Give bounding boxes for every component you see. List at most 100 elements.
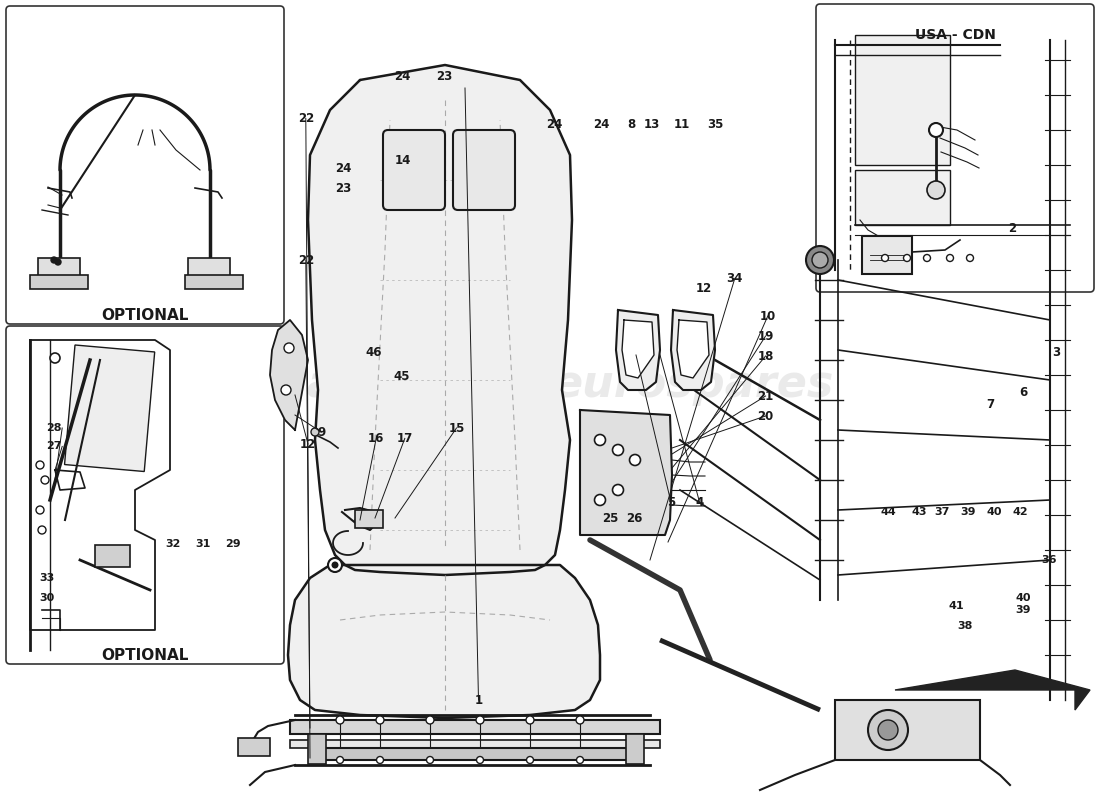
Text: 14: 14 — [395, 154, 410, 166]
Circle shape — [629, 454, 640, 466]
Circle shape — [527, 757, 534, 763]
Text: 27: 27 — [46, 442, 62, 451]
Circle shape — [331, 562, 339, 569]
Text: 29: 29 — [226, 539, 241, 549]
Text: 36: 36 — [1042, 555, 1057, 565]
Circle shape — [328, 558, 342, 572]
Text: 10: 10 — [760, 310, 775, 322]
Text: 8: 8 — [627, 118, 636, 130]
Circle shape — [376, 716, 384, 724]
Text: 12: 12 — [696, 282, 712, 294]
Circle shape — [613, 445, 624, 455]
FancyBboxPatch shape — [453, 130, 515, 210]
Text: 7: 7 — [986, 398, 994, 410]
Text: 16: 16 — [368, 432, 384, 445]
Polygon shape — [616, 310, 660, 390]
Text: 22: 22 — [298, 112, 314, 125]
Circle shape — [967, 254, 974, 262]
Text: 1: 1 — [474, 694, 483, 706]
Bar — [835, 700, 980, 760]
Text: 24: 24 — [395, 70, 410, 82]
Polygon shape — [270, 320, 308, 430]
Text: eurospares: eurospares — [552, 362, 834, 406]
Circle shape — [930, 123, 943, 137]
Circle shape — [284, 343, 294, 353]
Circle shape — [576, 716, 584, 724]
Bar — [290, 740, 660, 748]
Text: 23: 23 — [437, 70, 452, 82]
Circle shape — [39, 526, 46, 534]
Text: 4: 4 — [695, 496, 704, 509]
Circle shape — [613, 485, 624, 495]
Text: 40: 40 — [987, 507, 1002, 517]
Polygon shape — [580, 410, 672, 535]
FancyBboxPatch shape — [816, 4, 1094, 292]
Text: USA - CDN: USA - CDN — [914, 28, 996, 42]
Text: 39: 39 — [960, 507, 976, 517]
Bar — [30, 275, 88, 289]
Text: 25: 25 — [603, 512, 618, 525]
Bar — [862, 236, 912, 274]
Polygon shape — [288, 565, 600, 718]
Text: 42: 42 — [1013, 507, 1028, 517]
Text: 21: 21 — [758, 390, 773, 402]
Circle shape — [878, 720, 898, 740]
FancyBboxPatch shape — [6, 6, 284, 324]
Text: 24: 24 — [336, 162, 351, 174]
Text: 13: 13 — [645, 118, 660, 130]
Circle shape — [36, 461, 44, 469]
Circle shape — [376, 757, 384, 763]
Circle shape — [806, 246, 834, 274]
Bar — [290, 720, 660, 734]
Text: 28: 28 — [46, 423, 62, 433]
Text: 38: 38 — [957, 622, 972, 631]
Circle shape — [576, 757, 583, 763]
Bar — [238, 738, 270, 756]
Text: 9: 9 — [317, 426, 326, 438]
Text: eurospares: eurospares — [134, 362, 416, 406]
Circle shape — [927, 181, 945, 199]
Polygon shape — [621, 320, 654, 378]
Circle shape — [868, 710, 908, 750]
Bar — [855, 35, 950, 165]
Text: 11: 11 — [674, 118, 690, 130]
Bar — [39, 258, 80, 286]
Text: 23: 23 — [336, 182, 351, 194]
Circle shape — [946, 254, 954, 262]
Text: 30: 30 — [40, 594, 55, 603]
Text: 35: 35 — [707, 118, 723, 130]
Circle shape — [55, 259, 60, 265]
Text: 34: 34 — [727, 272, 742, 285]
Text: 17: 17 — [397, 432, 412, 445]
Polygon shape — [308, 65, 572, 575]
Bar — [185, 275, 243, 289]
Circle shape — [426, 716, 434, 724]
FancyBboxPatch shape — [6, 326, 284, 664]
Bar — [95, 545, 130, 567]
Circle shape — [476, 716, 484, 724]
Text: 32: 32 — [165, 539, 180, 549]
Text: 31: 31 — [196, 539, 211, 549]
Circle shape — [337, 757, 343, 763]
Text: 18: 18 — [758, 350, 773, 362]
Text: 6: 6 — [1019, 386, 1027, 398]
Circle shape — [476, 757, 484, 763]
Text: 26: 26 — [627, 512, 642, 525]
Text: 22: 22 — [298, 254, 314, 266]
Text: 45: 45 — [394, 370, 409, 382]
Circle shape — [36, 506, 44, 514]
Circle shape — [881, 254, 889, 262]
Text: 39: 39 — [1015, 606, 1031, 615]
Text: 20: 20 — [758, 410, 773, 422]
Text: 19: 19 — [758, 330, 773, 342]
Text: OPTIONAL: OPTIONAL — [101, 648, 189, 663]
Text: 41: 41 — [948, 601, 964, 610]
Bar — [355, 510, 383, 528]
Text: 33: 33 — [40, 573, 55, 582]
Polygon shape — [676, 320, 710, 378]
Text: 5: 5 — [667, 496, 675, 509]
FancyBboxPatch shape — [383, 130, 446, 210]
Circle shape — [812, 252, 828, 268]
Text: OPTIONAL: OPTIONAL — [101, 308, 189, 323]
Text: 44: 44 — [881, 507, 896, 517]
